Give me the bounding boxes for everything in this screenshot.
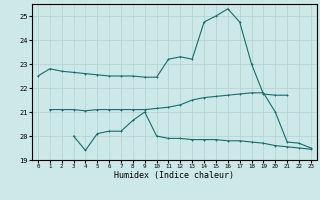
- X-axis label: Humidex (Indice chaleur): Humidex (Indice chaleur): [115, 171, 234, 180]
